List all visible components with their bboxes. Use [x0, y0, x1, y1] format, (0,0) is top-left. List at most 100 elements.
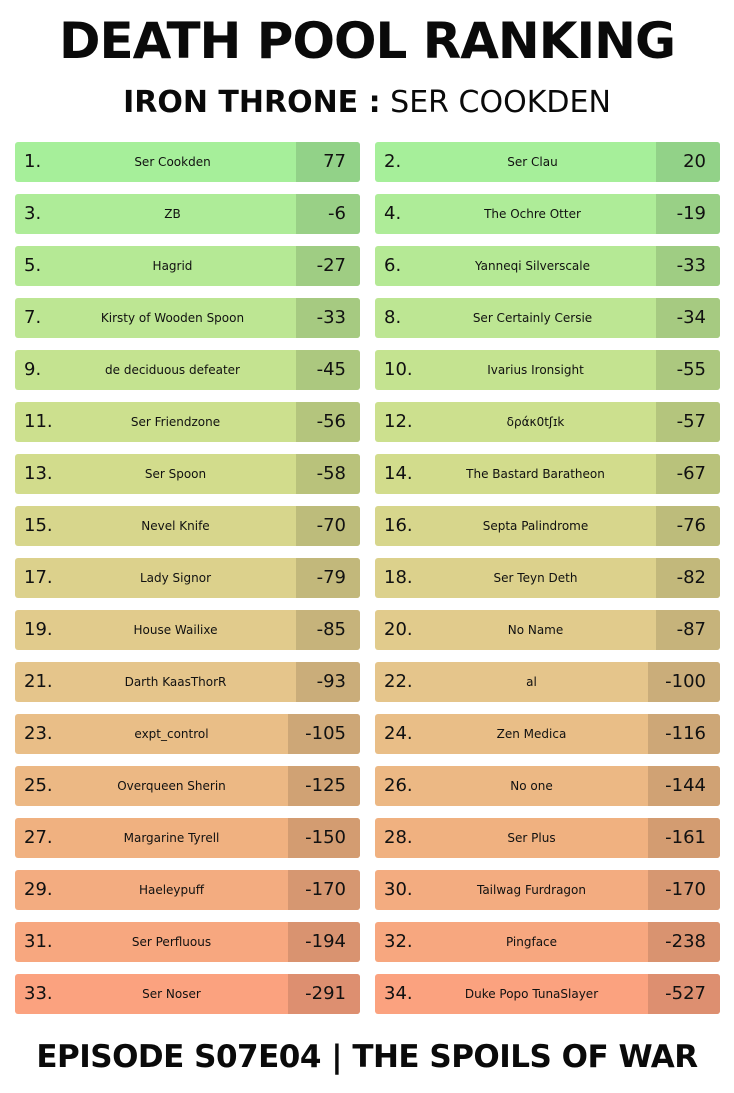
player-name: Ser Noser [142, 987, 201, 1001]
player-name: The Bastard Baratheon [466, 467, 605, 481]
player-score: -194 [288, 922, 360, 962]
ranking-row: 6. Yanneqi Silverscale -33 [375, 246, 720, 286]
rank-number: 9. [24, 359, 42, 380]
rank-number: 28. [384, 827, 413, 848]
player-score: -33 [296, 298, 360, 338]
player-score: -27 [296, 246, 360, 286]
rank-number: 23. [24, 723, 53, 744]
ranking-row: 30. Tailwag Furdragon -170 [375, 870, 720, 910]
ranking-row: 31. Ser Perfluous -194 [15, 922, 360, 962]
player-name: de deciduous defeater [105, 363, 240, 377]
rank-number: 33. [24, 983, 53, 1004]
ranking-row: 22. al -100 [375, 662, 720, 702]
rank-number: 34. [384, 983, 413, 1004]
rank-number: 1. [24, 151, 42, 172]
ranking-row: 9. de deciduous defeater -45 [15, 350, 360, 390]
player-score: -58 [296, 454, 360, 494]
rank-number: 14. [384, 463, 413, 484]
ranking-row: 32. Pingface -238 [375, 922, 720, 962]
ranking-row: 12. δράκ0tʃɪk -57 [375, 402, 720, 442]
rank-number: 27. [24, 827, 53, 848]
player-score: -170 [288, 870, 360, 910]
player-score: 20 [656, 142, 720, 182]
player-score: -34 [656, 298, 720, 338]
player-name: Duke Popo TunaSlayer [464, 987, 599, 1001]
player-name: Ser Clau [507, 155, 558, 169]
player-score: -116 [648, 714, 720, 754]
rank-number: 26. [384, 775, 413, 796]
ranking-row: 29. Haeleypuff -170 [15, 870, 360, 910]
player-score: -19 [656, 194, 720, 234]
rank-number: 20. [384, 619, 413, 640]
player-score: -93 [296, 662, 360, 702]
player-name: Tailwag Furdragon [476, 883, 586, 897]
rank-number: 21. [24, 671, 53, 692]
rank-number: 25. [24, 775, 53, 796]
ranking-row: 8. Ser Certainly Cersie -34 [375, 298, 720, 338]
rank-number: 11. [24, 411, 53, 432]
ranking-grid: 1. Ser Cookden 77 2. Ser Clau 20 3. ZB -6 4. The O… [15, 142, 720, 1014]
ranking-row: 11. Ser Friendzone -56 [15, 402, 360, 442]
player-name: Nevel Knife [141, 519, 210, 533]
rank-number: 32. [384, 931, 413, 952]
ranking-row: 14. The Bastard Baratheon -67 [375, 454, 720, 494]
player-name: al [526, 675, 537, 689]
player-name: ZB [164, 207, 181, 221]
ranking-row: 5. Hagrid -27 [15, 246, 360, 286]
player-name: The Ochre Otter [484, 207, 581, 221]
ranking-row: 10. Ivarius Ironsight -55 [375, 350, 720, 390]
ranking-row: 20. No Name -87 [375, 610, 720, 650]
player-name: Kirsty of Wooden Spoon [100, 311, 245, 325]
player-name: Pingface [505, 935, 558, 949]
player-score: -161 [648, 818, 720, 858]
rank-number: 24. [384, 723, 413, 744]
player-score: -79 [296, 558, 360, 598]
player-score: -76 [656, 506, 720, 546]
player-name: Yanneqi Silverscale [474, 259, 590, 273]
player-score: -45 [296, 350, 360, 390]
subtitle: IRON THRONE : SER COOKDEN [0, 80, 734, 126]
subtitle-league: IRON THRONE : [123, 85, 381, 120]
ranking-row: 1. Ser Cookden 77 [15, 142, 360, 182]
player-name: Ser Plus [507, 831, 556, 845]
player-score: -150 [288, 818, 360, 858]
ranking-row: 33. Ser Noser -291 [15, 974, 360, 1014]
player-name: Overqueen Sherin [117, 779, 226, 793]
player-score: -238 [648, 922, 720, 962]
ranking-row: 7. Kirsty of Wooden Spoon -33 [15, 298, 360, 338]
ranking-row: 19. House Wailixe -85 [15, 610, 360, 650]
rank-number: 10. [384, 359, 413, 380]
player-name: Ser Friendzone [130, 415, 221, 429]
ranking-row: 2. Ser Clau 20 [375, 142, 720, 182]
player-name: expt_control [134, 727, 209, 741]
player-score: -6 [296, 194, 360, 234]
ranking-row: 16. Septa Palindrome -76 [375, 506, 720, 546]
player-score: -82 [656, 558, 720, 598]
rank-number: 15. [24, 515, 53, 536]
player-score: -67 [656, 454, 720, 494]
rank-number: 16. [384, 515, 413, 536]
player-score: -55 [656, 350, 720, 390]
player-name: Ser Spoon [144, 467, 207, 481]
player-score: -87 [656, 610, 720, 650]
rank-number: 12. [384, 411, 413, 432]
player-score: -33 [656, 246, 720, 286]
rank-number: 8. [384, 307, 402, 328]
rank-number: 19. [24, 619, 53, 640]
player-name: Ivarius Ironsight [487, 363, 584, 377]
player-name: No one [510, 779, 553, 793]
ranking-row: 26. No one -144 [375, 766, 720, 806]
player-score: -144 [648, 766, 720, 806]
player-score: -105 [288, 714, 360, 754]
player-name: Ser Certainly Cersie [472, 311, 593, 325]
ranking-row: 18. Ser Teyn Deth -82 [375, 558, 720, 598]
player-name: Ser Teyn Deth [493, 571, 578, 585]
player-name: Darth KaasThorR [124, 675, 227, 689]
rank-number: 7. [24, 307, 42, 328]
player-name: Zen Medica [496, 727, 567, 741]
player-score: -527 [648, 974, 720, 1014]
rank-number: 4. [384, 203, 402, 224]
ranking-row: 21. Darth KaasThorR -93 [15, 662, 360, 702]
rank-number: 31. [24, 931, 53, 952]
rank-number: 13. [24, 463, 53, 484]
